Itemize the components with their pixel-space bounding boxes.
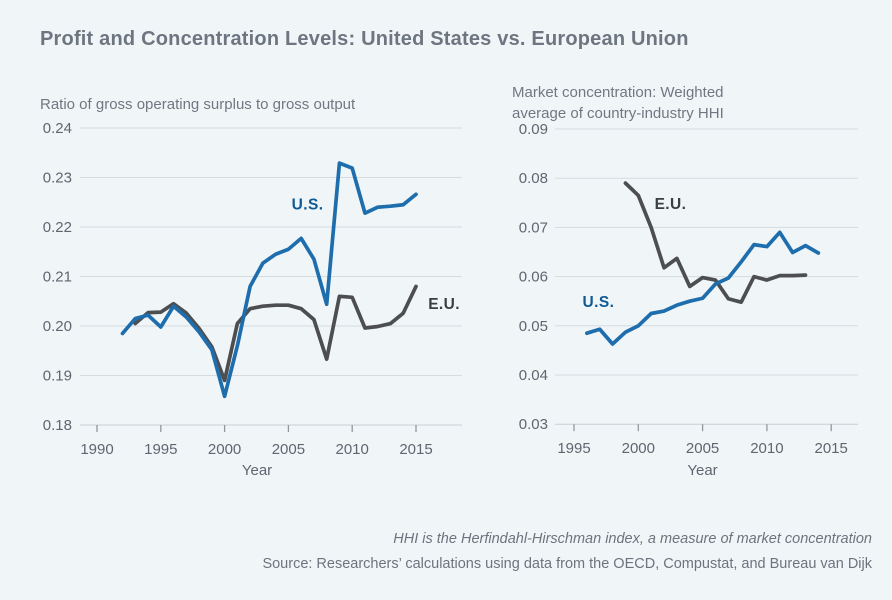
y-tick-label: 0.24 <box>43 120 72 137</box>
y-tick-label: 0.04 <box>519 367 548 384</box>
series-label-us: U.S. <box>583 294 615 311</box>
series-label-us: U.S. <box>292 197 324 214</box>
y-tick-label: 0.06 <box>519 269 548 286</box>
y-tick-label: 0.09 <box>519 121 548 138</box>
x-tick-label: 2005 <box>272 441 305 458</box>
y-tick-label: 0.23 <box>43 170 72 187</box>
y-tick-label: 0.08 <box>519 170 548 187</box>
x-tick-label: 2000 <box>622 440 655 457</box>
left-chart-plot: 0.24 0.23 0.22 0.21 0.20 0.19 0.18 1990 1995 2000… <box>43 120 462 458</box>
footer-note: HHI is the Herfindahl-Hirschman index, a… <box>393 531 872 547</box>
y-tick-label: 0.05 <box>519 318 548 335</box>
x-tick-label: 1995 <box>557 440 590 457</box>
series-line-us <box>120 161 418 399</box>
series-line-eu <box>133 284 418 383</box>
x-tick-label: 2000 <box>208 441 241 458</box>
footer-source: Source: Researchers’ calculations using … <box>262 556 872 572</box>
right-chart-subtitle: Market concentration: Weighted average o… <box>512 84 724 122</box>
right-chart-plot: 0.09 0.08 0.07 0.06 0.05 0.04 0.03 1995 2000 2005… <box>519 121 858 457</box>
x-tick-label: 2005 <box>686 440 719 457</box>
y-tick-label: 0.07 <box>519 219 548 236</box>
page-title: Profit and Concentration Levels: United … <box>40 28 689 50</box>
figure-footer: HHI is the Herfindahl-Hirschman index, a… <box>32 527 872 577</box>
y-tick-label: 0.18 <box>43 417 72 434</box>
y-tick-label: 0.20 <box>43 318 72 335</box>
series-line-eu <box>623 181 808 305</box>
x-tick-label: 2015 <box>399 441 432 458</box>
series-line-us <box>585 230 821 346</box>
y-tick-label: 0.03 <box>519 416 548 433</box>
right-chart-x-axis-title: Year <box>687 462 718 479</box>
x-tick-label: 2010 <box>336 441 369 458</box>
x-tick-label: 1990 <box>80 441 113 458</box>
x-tick-label: 1995 <box>144 441 177 458</box>
y-tick-label: 0.21 <box>43 269 72 286</box>
series-label-eu: E.U. <box>655 196 687 213</box>
series-label-eu: E.U. <box>428 296 460 313</box>
y-tick-label: 0.19 <box>43 368 72 385</box>
left-chart-subtitle: Ratio of gross operating surplus to gros… <box>40 96 356 113</box>
y-tick-label: 0.22 <box>43 219 72 236</box>
x-tick-label: 2010 <box>750 440 783 457</box>
x-tick-label: 2015 <box>815 440 848 457</box>
left-chart-x-axis-title: Year <box>241 462 273 479</box>
